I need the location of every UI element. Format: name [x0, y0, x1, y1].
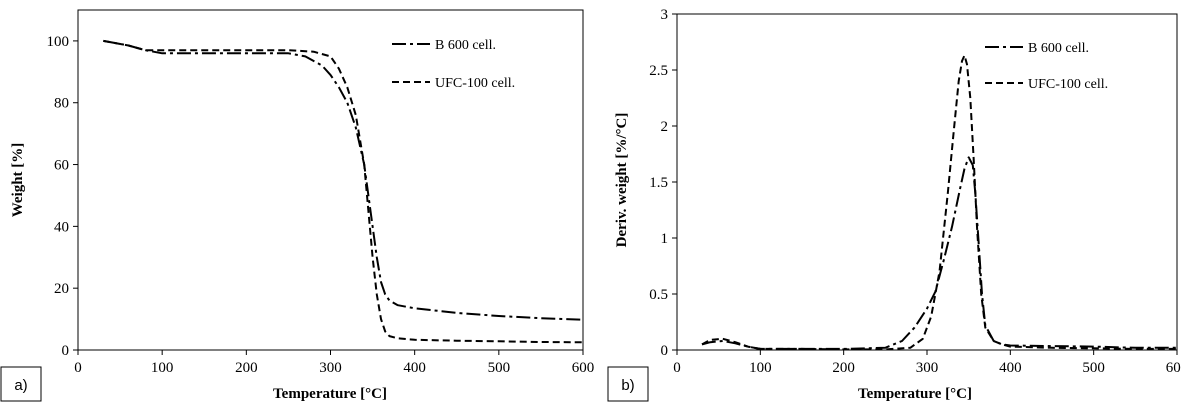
lines-a [103, 39, 584, 344]
x-ticks-a: 0 100 200 300 400 500 600 [74, 350, 594, 376]
y-tick-label: 2.5 [649, 63, 668, 79]
panel-label-b: b) [621, 377, 634, 394]
y-tick-label: 100 [47, 34, 70, 50]
panel-label-box-b [607, 366, 649, 402]
y-tick-label: 3 [661, 7, 669, 23]
lines-b [701, 54, 1177, 351]
x-tick-label: 500 [1082, 360, 1105, 376]
x-axis-title-a: Temperature [°C] [273, 386, 387, 402]
panel-label-a: a) [14, 377, 27, 394]
x-tick-label: 0 [74, 360, 82, 376]
x-tick-label: 500 [488, 360, 511, 376]
y-ticks-a: 0 20 40 60 80 100 [47, 34, 78, 359]
series-line-b-600 [103, 39, 584, 321]
series-line-ufc-100 [701, 54, 1177, 351]
plot-area-a [77, 9, 584, 351]
y-tick-label: 0 [661, 343, 669, 359]
y-tick-label: 20 [54, 281, 69, 297]
x-tick-label: 300 [319, 360, 342, 376]
y-tick-label: 1 [661, 231, 669, 247]
x-tick-label: 200 [235, 360, 258, 376]
x-tick-label: 600 [572, 360, 595, 376]
x-axis-title-b: Temperature [°C] [858, 386, 972, 402]
x-tick-label: 400 [403, 360, 426, 376]
x-tick-label: 200 [832, 360, 855, 376]
plot-area-b [676, 13, 1178, 351]
y-tick-label: 40 [54, 219, 69, 235]
series-line-ufc-100 [103, 39, 584, 344]
legend-label: B 600 cell. [1028, 41, 1089, 56]
y-tick-label: 1.5 [649, 175, 668, 191]
chart-a: 0 100 200 300 400 500 600 0 20 40 60 80 100 B 600 c… [0, 9, 594, 402]
y-tick-label: 0.5 [649, 287, 668, 303]
x-tick-label: 600 [1166, 360, 1181, 376]
x-tick-label: 300 [916, 360, 939, 376]
legend-b: B 600 cell. UFC-100 cell. [985, 41, 1108, 92]
legend-label: UFC-100 cell. [435, 76, 515, 91]
x-ticks-b: 0 100 200 300 400 500 600 [673, 350, 1181, 376]
panel-label-box-a [0, 366, 42, 402]
legend-label: UFC-100 cell. [1028, 77, 1108, 92]
x-tick-label: 100 [749, 360, 772, 376]
y-tick-label: 60 [54, 158, 69, 174]
legend-a: B 600 cell. UFC-100 cell. [392, 38, 515, 91]
y-axis-title-b: Deriv. weight [%/°C] [614, 113, 630, 248]
series-line-b-600 [701, 156, 1177, 350]
y-tick-label: 80 [54, 96, 69, 112]
x-tick-label: 0 [673, 360, 681, 376]
chart-b: 0 100 200 300 400 500 600 0 0.5 1 1.5 2 2.5 3 B 600 … [607, 7, 1181, 402]
x-tick-label: 400 [999, 360, 1022, 376]
y-tick-label: 2 [661, 119, 669, 135]
y-ticks-b: 0 0.5 1 1.5 2 2.5 3 [649, 7, 677, 359]
legend-label: B 600 cell. [435, 38, 496, 53]
y-tick-label: 0 [62, 343, 70, 359]
y-axis-title-a: Weight [%] [10, 143, 26, 218]
x-tick-label: 100 [151, 360, 174, 376]
